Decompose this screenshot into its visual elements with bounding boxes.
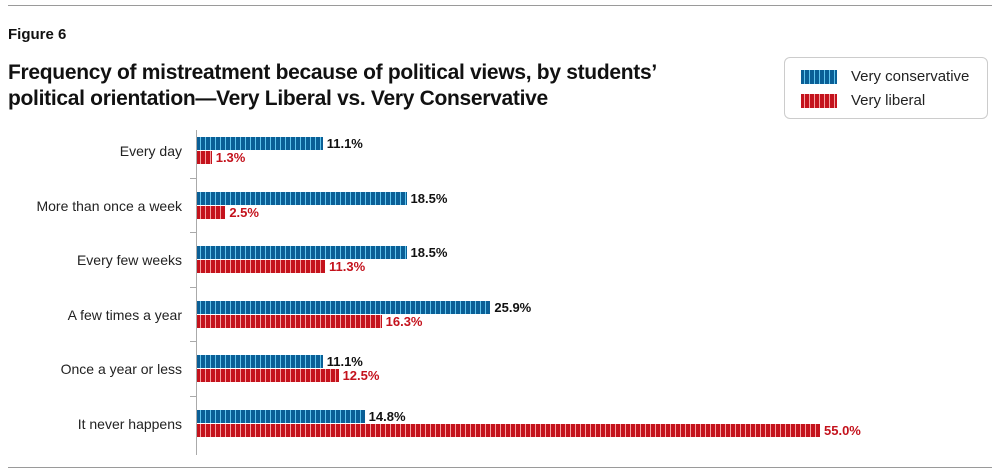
legend-item-very-liberal: Very liberal (801, 92, 925, 109)
bar-very-conservative (197, 355, 323, 369)
category-label: Every few weeks (76, 252, 182, 269)
bar-very-liberal (197, 260, 325, 274)
bar-very-liberal (197, 314, 382, 328)
legend-label: Very conservative (851, 68, 970, 85)
legend-swatch-red (801, 93, 837, 108)
bar-very-liberal (197, 369, 339, 383)
figure-label: Figure 6 (8, 26, 67, 43)
data-label: 18.5% (410, 245, 448, 261)
bar-very-conservative (197, 137, 323, 150)
axis-tick (190, 341, 197, 343)
axis-tick (190, 177, 197, 179)
bottom-divider (8, 467, 992, 468)
axis-tick (190, 396, 197, 397)
bar-very-liberal (197, 205, 226, 219)
legend-swatch-blue (801, 69, 837, 84)
data-label: 14.8% (368, 409, 406, 424)
bar-very-conservative (197, 191, 407, 205)
category-label: It never happens (77, 416, 182, 432)
data-label: 18.5% (410, 190, 448, 206)
data-label: 25.9% (494, 299, 532, 315)
legend-label: Very liberal (851, 92, 926, 109)
data-label: 55.0% (824, 423, 861, 438)
axis-tick (190, 232, 197, 234)
data-label: 2.5% (229, 204, 259, 220)
bar-very-conservative (197, 300, 491, 314)
axis-tick (190, 286, 197, 288)
bar-very-conservative (197, 246, 407, 260)
category-label: Once a year or less (60, 361, 182, 378)
data-label: 1.3% (215, 150, 246, 165)
data-label: 11.3% (328, 259, 366, 275)
data-label: 11.1% (326, 354, 363, 370)
category-label: A few times a year (67, 306, 182, 323)
bar-very-liberal (197, 424, 820, 437)
chart-title: Frequency of mistreatment because of pol… (8, 61, 656, 110)
bar-very-conservative (197, 410, 365, 423)
bar-very-liberal (197, 151, 212, 164)
legend: Very conservative Very liberal (784, 57, 988, 119)
data-label: 11.1% (326, 136, 363, 151)
category-label: More than once a week (36, 197, 182, 214)
data-label: 16.3% (385, 313, 423, 329)
legend-item-very-conservative: Very conservative (801, 68, 969, 85)
data-label: 12.5% (342, 368, 380, 384)
category-label: Every day (119, 143, 182, 159)
top-divider (8, 5, 992, 6)
y-axis-line (196, 130, 197, 455)
